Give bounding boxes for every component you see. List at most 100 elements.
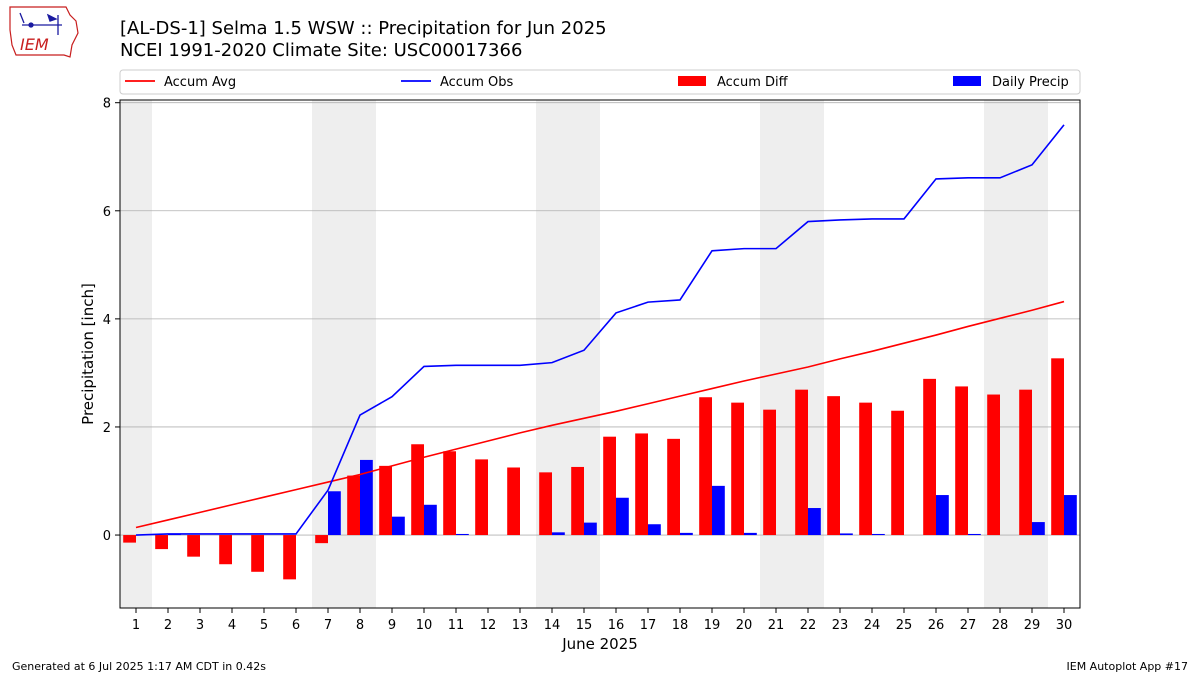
y-tick-label: 8 [103, 97, 111, 112]
x-tick-label: 6 [292, 618, 300, 633]
bar-accum-diff-day-22 [795, 389, 808, 536]
state-outline-icon [9, 6, 79, 58]
bar-accum-diff-day-1 [123, 535, 136, 543]
bar-accum-diff-day-6 [283, 535, 296, 580]
bar-daily-precip-day-10 [424, 504, 437, 536]
x-tick-label: 17 [640, 618, 657, 633]
x-tick-label: 8 [356, 618, 364, 633]
x-tick-label: 22 [800, 618, 817, 633]
bar-daily-precip-day-11 [456, 533, 469, 536]
x-tick-label: 13 [512, 618, 529, 633]
legend-box [119, 69, 1081, 95]
weather-station-icon [19, 12, 62, 35]
bar-accum-diff-day-4 [219, 535, 232, 565]
bar-daily-precip-day-18 [680, 532, 693, 536]
bar-accum-diff-day-5 [251, 535, 264, 572]
x-tick-label: 10 [416, 618, 433, 633]
bar-daily-precip-day-16 [616, 497, 629, 536]
bar-accum-diff-day-16 [603, 436, 616, 536]
bar-daily-precip-day-27 [968, 533, 981, 536]
x-tick-label: 19 [704, 618, 721, 633]
x-tick-label: 15 [576, 618, 593, 633]
legend-swatch-accum-diff [678, 76, 706, 86]
bar-accum-diff-day-25 [891, 410, 904, 536]
bar-accum-diff-day-24 [859, 402, 872, 536]
bar-daily-precip-day-15 [584, 522, 597, 536]
bar-accum-diff-day-2 [155, 535, 168, 550]
y-tick-label: 0 [103, 529, 111, 544]
bar-accum-diff-day-20 [731, 402, 744, 536]
x-tick-label: 11 [448, 618, 465, 633]
legend-label-accum-avg: Accum Avg [164, 75, 236, 90]
x-tick-label: 21 [768, 618, 785, 633]
x-tick-label: 3 [196, 618, 204, 633]
x-tick-label: 25 [896, 618, 913, 633]
x-tick-label: 12 [480, 618, 497, 633]
x-axis-label: June 2025 [561, 635, 638, 653]
bar-accum-diff-day-9 [379, 465, 392, 536]
y-axis-label: Precipitation [inch] [79, 283, 97, 425]
x-tick-label: 27 [960, 618, 977, 633]
bar-daily-precip-day-29 [1032, 522, 1045, 536]
x-tick-label: 5 [260, 618, 268, 633]
x-tick-label: 7 [324, 618, 332, 633]
bar-accum-diff-day-30 [1051, 358, 1064, 536]
bar-accum-diff-day-23 [827, 396, 840, 536]
bar-daily-precip-day-20 [744, 532, 757, 536]
plot-frame [119, 99, 1081, 609]
legend-label-accum-obs: Accum Obs [440, 75, 513, 90]
x-tick-label: 18 [672, 618, 689, 633]
bar-accum-diff-day-19 [699, 397, 712, 536]
x-tick-label: 4 [228, 618, 236, 633]
x-tick-label: 23 [832, 618, 849, 633]
line-accum-avg [135, 300, 1065, 529]
bar-accum-diff-day-15 [571, 466, 584, 536]
x-tick-label: 9 [388, 618, 396, 633]
x-tick-label: 20 [736, 618, 753, 633]
bar-daily-precip-day-23 [840, 533, 853, 536]
bar-accum-diff-day-12 [475, 459, 488, 536]
bar-accum-diff-day-27 [955, 386, 968, 536]
x-tick-label: 24 [864, 618, 881, 633]
bar-accum-diff-day-29 [1019, 389, 1032, 536]
bar-accum-diff-day-26 [923, 378, 936, 536]
bar-accum-diff-day-18 [667, 438, 680, 536]
bar-accum-diff-day-28 [987, 394, 1000, 536]
x-tick-label: 30 [1056, 618, 1073, 633]
bar-daily-precip-day-7 [328, 491, 341, 536]
footer-app: IEM Autoplot App #17 [1066, 660, 1189, 673]
bar-daily-precip-day-26 [936, 495, 949, 536]
weekend-shade-0 [120, 100, 152, 608]
footer-generated: Generated at 6 Jul 2025 1:17 AM CDT in 0… [12, 660, 266, 673]
bar-accum-diff-day-21 [763, 409, 776, 536]
bar-accum-diff-day-11 [443, 451, 456, 536]
bar-accum-diff-day-7 [315, 535, 328, 544]
bar-daily-precip-day-22 [808, 508, 821, 536]
bar-accum-diff-day-17 [635, 433, 648, 536]
x-tick-label: 1 [132, 618, 140, 633]
x-tick-label: 26 [928, 618, 945, 633]
y-tick-label: 6 [103, 205, 111, 220]
bar-daily-precip-day-30 [1064, 495, 1077, 536]
bar-daily-precip-day-19 [712, 485, 725, 536]
bar-accum-diff-day-14 [539, 472, 552, 536]
bar-daily-precip-day-17 [648, 524, 661, 536]
y-tick-label: 4 [103, 313, 111, 328]
legend-label-daily-precip: Daily Precip [992, 75, 1069, 90]
x-tick-label: 29 [1024, 618, 1041, 633]
bar-accum-diff-day-3 [187, 535, 200, 557]
bar-daily-precip-day-14 [552, 532, 565, 536]
x-tick-label: 28 [992, 618, 1009, 633]
page-title: [AL-DS-1] Selma 1.5 WSW :: Precipitation… [120, 18, 607, 39]
bar-daily-precip-day-8 [360, 459, 373, 536]
bar-accum-diff-day-13 [507, 467, 520, 536]
bar-daily-precip-day-9 [392, 516, 405, 536]
page-subtitle: NCEI 1991-2020 Climate Site: USC00017366 [120, 40, 523, 61]
bar-accum-diff-day-8 [347, 475, 360, 536]
bar-daily-precip-day-24 [872, 533, 885, 536]
line-accum-obs [135, 124, 1065, 536]
bar-accum-diff-day-10 [411, 444, 424, 536]
logo-text: IEM [20, 35, 49, 54]
x-tick-label: 2 [164, 618, 172, 633]
